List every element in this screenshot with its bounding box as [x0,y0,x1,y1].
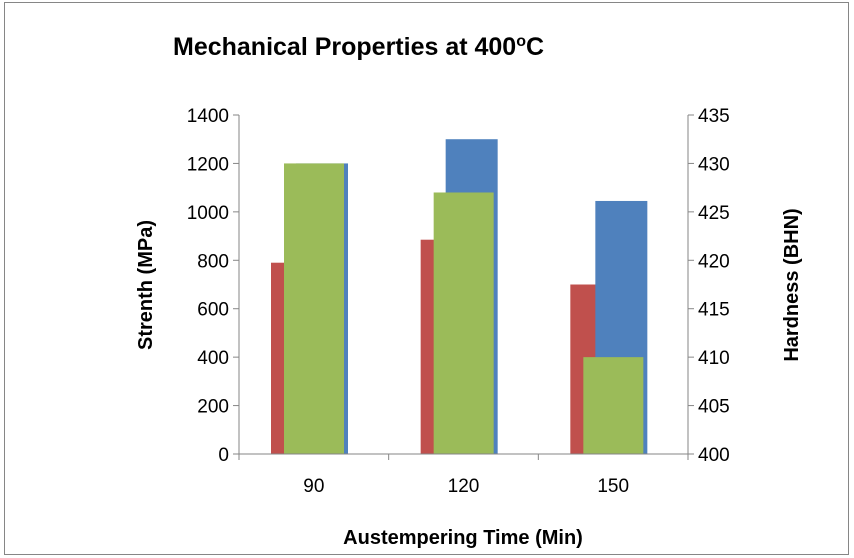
y-tick-label: 1400 [187,106,229,127]
y2-tick-label: 425 [698,203,730,224]
y-tick-label: 800 [197,251,229,272]
y-tick-label: 600 [197,300,229,321]
y2-tick-label: 405 [698,397,730,418]
y2-tick-label: 400 [698,445,730,466]
bar-s3-120 [433,192,494,454]
chart-title-suffix: C [526,33,544,61]
x-tick-label: 90 [303,476,324,497]
y2-tick-label: 430 [698,154,730,175]
y-tick-label: 0 [218,445,229,466]
axes-group: 0 200 400 600 800 1000 1200 1400 400 405 410 415 420… [187,106,730,497]
chart-svg: Mechanical Properties at 400oC 0 200 400 60… [135,33,803,549]
x-axis-title: Austempering Time (Min) [343,527,583,549]
y2-tick-label: 415 [698,300,730,321]
y2-tick-label: 410 [698,348,730,369]
chart-title-superscript: o [516,33,526,50]
y2-tick-label: 435 [698,106,730,127]
y-tick-label: 200 [197,397,229,418]
y2-tick-label: 420 [698,251,730,272]
bar-s3-90 [284,163,344,454]
y-tick-label: 400 [197,348,229,369]
chart-title-main: Mechanical Properties at 400 [173,33,516,61]
chart-title: Mechanical Properties at 400oC [173,33,544,61]
y-tick-label: 1000 [187,203,229,224]
x-tick-label: 150 [597,476,629,497]
x-tick-label: 120 [448,476,480,497]
y-tick-label: 1200 [187,154,229,175]
y-axis-title: Strenth (MPa) [135,220,157,350]
bar-s3-150 [583,357,644,454]
chart-frame: Mechanical Properties at 400oC 0 200 400 60… [4,2,849,555]
bars-group [271,139,648,454]
y2-axis-title: Hardness (BHN) [781,208,803,361]
